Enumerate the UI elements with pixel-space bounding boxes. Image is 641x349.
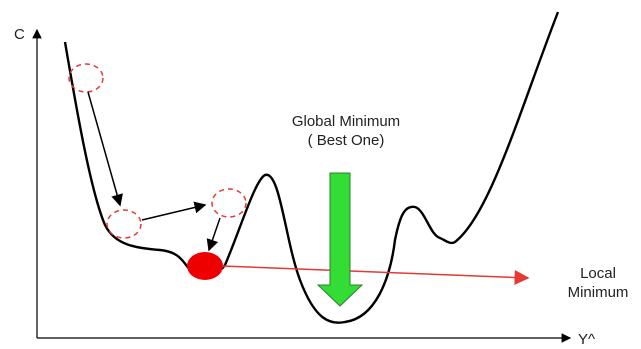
- cost-curve: [63, 11, 560, 324]
- step-circle-3: [211, 188, 247, 218]
- y-axis-label: C: [14, 26, 25, 43]
- local-minimum-ball: [187, 252, 223, 280]
- step-arrow-1: [87, 91, 123, 207]
- local-minimum-label: Local Minimum: [558, 264, 638, 302]
- global-minimum-label: Global Minimum ( Best One): [276, 112, 416, 150]
- step-arrow-3: [206, 217, 221, 252]
- global-minimum-arrow: [316, 172, 364, 307]
- global-minimum-subtitle: ( Best One): [307, 132, 385, 149]
- step-arrow-2: [141, 201, 207, 221]
- x-axis-label: Y^: [578, 331, 596, 348]
- global-minimum-title: Global Minimum: [291, 113, 401, 130]
- step-circle-1: [68, 63, 104, 93]
- step-circle-2: [106, 209, 142, 239]
- local-minimum-title: Local: [580, 265, 616, 282]
- local-minimum-arrow: [221, 265, 530, 285]
- local-minimum-subtitle: Minimum: [567, 284, 629, 301]
